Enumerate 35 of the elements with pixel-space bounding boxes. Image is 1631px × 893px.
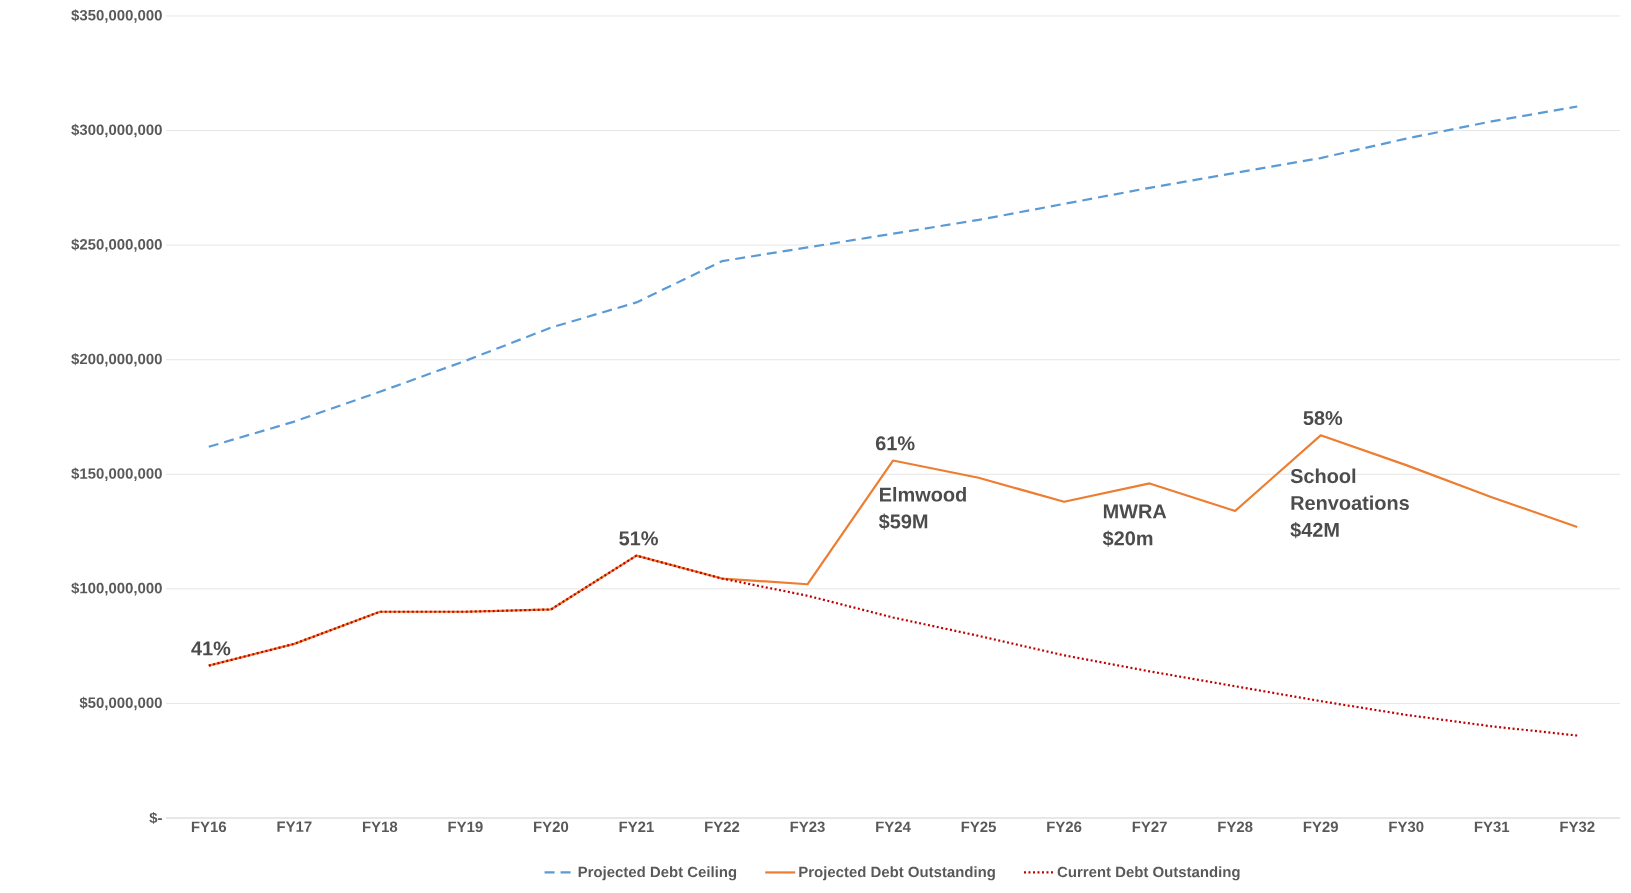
y-tick-label: $50,000,000 — [79, 696, 162, 711]
y-tick-label: $- — [149, 811, 162, 825]
annotation: Elmwood $59M — [878, 486, 966, 530]
annotation: 58% — [1303, 411, 1343, 426]
x-tick-label: FY21 — [619, 821, 654, 832]
x-tick-label: FY16 — [191, 821, 227, 833]
x-tick-label: FY17 — [277, 821, 312, 832]
y-tick-label: $250,000,000 — [71, 238, 162, 252]
x-tick-label: FY29 — [1303, 821, 1338, 833]
y-tick-label: $350,000,000 — [71, 9, 162, 23]
annotation: 41% — [191, 641, 231, 656]
y-tick-label: $300,000,000 — [71, 123, 162, 138]
x-tick-label: FY28 — [1218, 821, 1253, 833]
x-tick-label: FY30 — [1389, 821, 1424, 833]
x-tick-label: FY31 — [1474, 821, 1510, 833]
x-tick-label: FY18 — [362, 821, 398, 833]
x-tick-label: FY26 — [1047, 821, 1082, 833]
x-tick-label: FY20 — [534, 821, 569, 833]
y-tick-label: $100,000,000 — [71, 582, 162, 596]
x-tick-label: FY24 — [876, 821, 911, 832]
x-tick-label: FY27 — [1132, 821, 1167, 832]
legend-label: Current Debt Outstanding — [1057, 866, 1240, 881]
x-tick-label: FY22 — [705, 821, 740, 832]
y-tick-label: $150,000,000 — [71, 467, 162, 481]
annotation: 61% — [875, 436, 915, 451]
legend-label: Projected Debt Outstanding — [799, 866, 995, 881]
x-tick-label: FY19 — [448, 821, 483, 833]
annotation: School Renvoations $42M — [1290, 468, 1409, 539]
annotation: 51% — [619, 531, 658, 546]
x-tick-label: FY25 — [961, 821, 996, 833]
x-tick-label: FY23 — [790, 821, 825, 833]
y-tick-label: $200,000,000 — [71, 353, 162, 367]
legend-label: Projected Debt Ceiling — [578, 866, 737, 881]
annotation: MWRA $20m — [1102, 504, 1167, 547]
x-tick-label: FY32 — [1560, 821, 1595, 833]
